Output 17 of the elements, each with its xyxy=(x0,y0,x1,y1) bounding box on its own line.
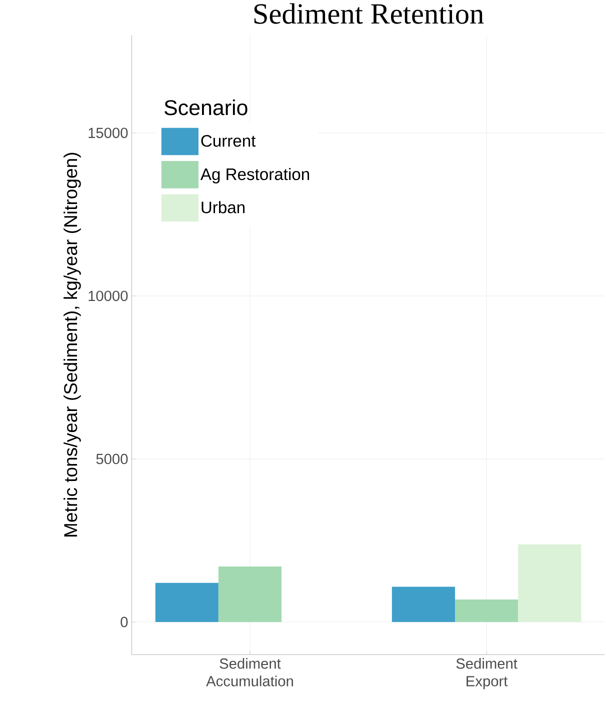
x-tick-label: Sediment Export xyxy=(456,658,518,690)
y-axis-title: Metric tons/year (Sediment), kg/year (Nitrogen) xyxy=(64,152,81,536)
y-tick-label: 0 xyxy=(120,616,128,628)
x-tick-label: Sediment Accumulation xyxy=(206,658,294,686)
bar xyxy=(455,599,518,622)
bar xyxy=(392,586,456,622)
chart-title: Sediment Retention xyxy=(254,3,484,24)
bar xyxy=(518,544,582,622)
legend-title: Scenario xyxy=(164,100,248,116)
bar xyxy=(218,566,282,622)
bar xyxy=(155,582,219,622)
y-tick-label: 15000 xyxy=(88,128,128,138)
legend-label: Ag Restoration xyxy=(200,168,310,184)
legend-label: Urban xyxy=(202,201,245,214)
legend-label: Current xyxy=(201,135,256,147)
y-tick-label: 10000 xyxy=(88,290,128,302)
y-tick-label: 5000 xyxy=(96,454,128,464)
